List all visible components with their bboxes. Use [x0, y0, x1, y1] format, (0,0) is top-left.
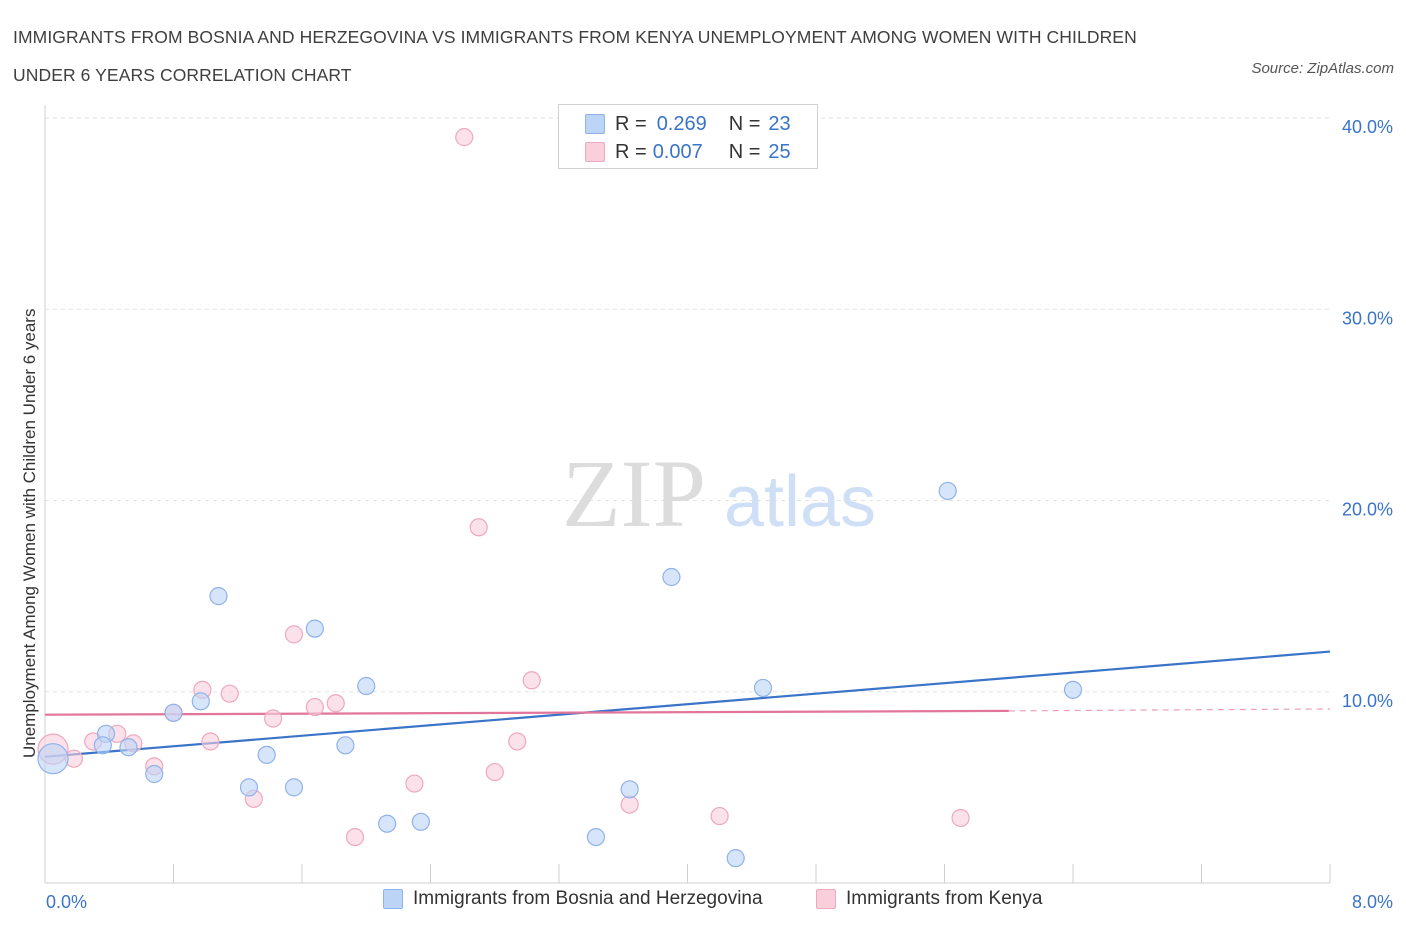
- point-bosnia: [1063, 680, 1083, 699]
- point-bosnia: [411, 812, 430, 831]
- legend-swatch-kenya: [585, 142, 605, 162]
- watermark: ZIP atlas: [562, 440, 876, 547]
- x-tick-label: 8.0%: [1352, 892, 1393, 912]
- point-kenya: [951, 808, 970, 828]
- trend-line-kenya-extension: [1008, 708, 1331, 712]
- bottom-legend-kenya: Immigrants from Kenya: [816, 888, 1042, 910]
- point-kenya: [508, 732, 527, 751]
- point-bosnia: [93, 736, 112, 755]
- point-bosnia: [378, 814, 397, 833]
- point-bosnia: [284, 778, 304, 797]
- point-kenya: [469, 518, 488, 537]
- point-bosnia: [145, 764, 164, 784]
- point-bosnia: [336, 736, 355, 755]
- point-kenya: [522, 671, 541, 690]
- point-bosnia: [938, 481, 957, 501]
- y-axis-label: Unemployment Among Women with Children U…: [20, 308, 39, 758]
- legend-r-value-bosnia: 0.269: [656, 112, 707, 135]
- point-bosnia: [191, 692, 210, 711]
- point-bosnia: [119, 738, 138, 757]
- bottom-legend-swatch-bosnia: [383, 889, 403, 909]
- point-kenya: [326, 694, 345, 713]
- point-bosnia: [726, 849, 745, 868]
- y-tick-label: 20.0%: [1342, 500, 1393, 520]
- point-kenya: [485, 762, 504, 782]
- point-bosnia: [209, 587, 228, 606]
- legend-n-value-bosnia: 23: [768, 112, 791, 135]
- legend-n-label: N =: [728, 140, 761, 163]
- legend-swatch-bosnia: [585, 114, 605, 134]
- bottom-legend-bosnia: Immigrants from Bosnia and Herzegovina: [383, 888, 763, 910]
- point-bosnia: [753, 678, 773, 698]
- point-bosnia: [239, 778, 259, 797]
- point-kenya: [305, 697, 324, 717]
- legend-r-value-kenya: 0.007: [652, 140, 703, 163]
- data-points: [37, 128, 1083, 868]
- legend-r-label: R =: [615, 112, 647, 135]
- legend-box: R = 0.269 N = 23 R = 0.007 N = 25: [558, 104, 818, 169]
- point-kenya: [284, 625, 304, 644]
- chart-title: IMMIGRANTS FROM BOSNIA AND HERZEGOVINA V…: [13, 27, 1137, 85]
- watermark-atlas: atlas: [724, 462, 876, 542]
- source-label: Source: ZipAtlas.com: [1251, 60, 1394, 77]
- tick-labels: 10.0% 20.0% 30.0% 40.0% 0.0% 8.0%: [46, 117, 1393, 912]
- point-kenya: [405, 774, 424, 793]
- point-bosnia: [164, 703, 183, 722]
- point-kenya: [620, 795, 639, 814]
- point-bosnia: [37, 743, 69, 775]
- grid-lines: [45, 117, 1330, 693]
- point-kenya: [201, 732, 220, 751]
- point-bosnia: [305, 619, 324, 638]
- point-bosnia: [586, 827, 606, 847]
- point-bosnia: [257, 745, 276, 764]
- point-kenya: [455, 128, 474, 147]
- watermark-zip: ZIP: [562, 440, 706, 547]
- bottom-legend-label-kenya: Immigrants from Kenya: [846, 888, 1043, 909]
- point-bosnia: [662, 567, 681, 587]
- point-kenya: [345, 827, 365, 847]
- point-kenya: [710, 806, 729, 826]
- trend-line-kenya: [44, 709, 1009, 716]
- legend-n-label: N =: [728, 112, 761, 135]
- y-axis-label-wrap: Unemployment Among Women with Children U…: [14, 270, 44, 790]
- legend-row-bosnia: R = 0.269 N = 23: [585, 111, 791, 137]
- bottom-legend-swatch-kenya: [816, 889, 836, 909]
- legend-row-kenya: R = 0.007 N = 25: [585, 139, 791, 165]
- trend-lines: [44, 650, 1331, 758]
- legend-r-label: R =: [615, 140, 647, 163]
- point-bosnia: [357, 676, 376, 696]
- legend-n-value-kenya: 25: [768, 140, 791, 163]
- bottom-legend: Immigrants from Bosnia and Herzegovina I…: [0, 888, 1406, 916]
- bottom-legend-label-bosnia: Immigrants from Bosnia and Herzegovina: [413, 888, 763, 909]
- y-tick-label: 10.0%: [1342, 691, 1393, 711]
- point-kenya: [220, 684, 239, 703]
- y-tick-label: 40.0%: [1342, 117, 1393, 137]
- point-bosnia: [620, 780, 639, 799]
- y-tick-label: 30.0%: [1342, 308, 1393, 328]
- point-kenya: [263, 709, 283, 728]
- x-tick-label: 0.0%: [46, 892, 87, 912]
- trend-line-bosnia: [44, 650, 1331, 758]
